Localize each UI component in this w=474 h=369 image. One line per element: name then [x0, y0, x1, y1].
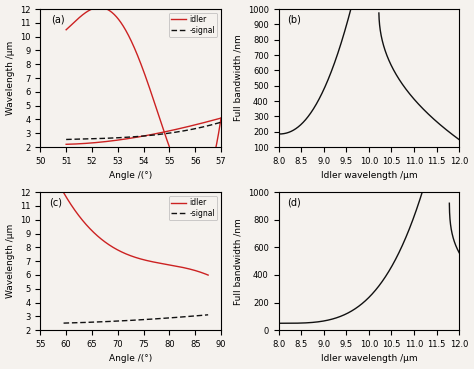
idler: [156, 113, 162, 117]
idler: [129, 254, 135, 259]
Line: idler: idler: [66, 7, 221, 192]
idler: [147, 259, 153, 263]
idler: [138, 62, 144, 66]
-signal: [204, 124, 210, 128]
idler: [218, 116, 224, 120]
Y-axis label: Wavelength /μm: Wavelength /μm: [6, 224, 15, 298]
idler: [130, 254, 136, 259]
Line: -signal: -signal: [66, 122, 221, 139]
Y-axis label: Wavelength /μm: Wavelength /μm: [6, 41, 15, 115]
Legend: idler, -signal: idler, -signal: [169, 196, 217, 220]
-signal: [155, 132, 161, 137]
-signal: [158, 132, 164, 137]
-signal: [194, 126, 200, 131]
idler: [64, 28, 69, 32]
Line: -signal: -signal: [64, 315, 208, 323]
-signal: [155, 132, 161, 137]
Y-axis label: Full bandwidth /nm: Full bandwidth /nm: [233, 35, 242, 121]
X-axis label: Idler wavelength /μm: Idler wavelength /μm: [320, 171, 417, 180]
X-axis label: Idler wavelength /μm: Idler wavelength /μm: [320, 355, 417, 363]
idler: [147, 88, 153, 92]
-signal: [147, 317, 153, 321]
X-axis label: Angle /(°): Angle /(°): [109, 171, 152, 180]
-signal: [64, 137, 70, 142]
-signal: [182, 314, 188, 319]
-signal: [146, 317, 152, 321]
idler: [179, 265, 185, 269]
-signal: [205, 313, 211, 317]
-signal: [218, 120, 224, 124]
Text: (c): (c): [49, 198, 63, 208]
idler: [215, 135, 221, 139]
-signal: [192, 314, 198, 318]
idler: [137, 59, 143, 64]
Legend: idler, -signal: idler, -signal: [169, 13, 217, 37]
-signal: [61, 321, 66, 325]
idler: [205, 273, 211, 277]
idler: [61, 190, 66, 195]
idler: [191, 189, 196, 194]
-signal: [61, 321, 67, 325]
-signal: [149, 317, 155, 321]
idler: [139, 257, 145, 262]
idler: [97, 5, 102, 10]
-signal: [64, 137, 69, 142]
Text: (b): (b): [288, 15, 301, 25]
idler: [202, 272, 208, 276]
idler: [193, 190, 199, 194]
Text: (a): (a): [51, 15, 65, 25]
Y-axis label: Full bandwidth /nm: Full bandwidth /nm: [233, 218, 242, 304]
Line: idler: idler: [64, 193, 208, 275]
X-axis label: Angle /(°): Angle /(°): [109, 355, 152, 363]
Text: (d): (d): [288, 198, 301, 208]
